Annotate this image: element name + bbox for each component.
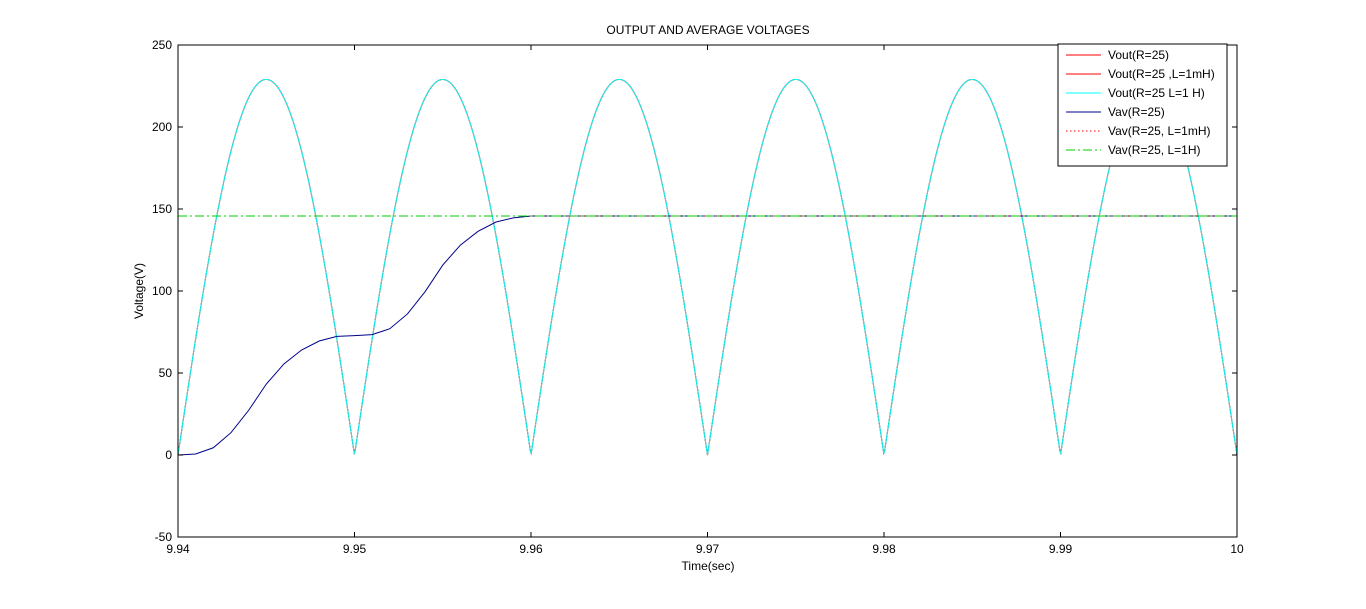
series-layer xyxy=(177,78,1238,456)
x-ticks: 9.94 9.95 9.96 9.97 9.98 9.99 10 xyxy=(166,45,1244,556)
y-tick-label: 150 xyxy=(152,202,172,216)
legend-entry-label: Vout(R=25) xyxy=(1108,48,1169,62)
y-tick-label: 100 xyxy=(152,284,172,298)
legend-entry-label: Vav(R=25, L=1mH) xyxy=(1108,124,1211,138)
y-tick-label: 50 xyxy=(159,366,173,380)
x-axis-label: Time(sec) xyxy=(682,559,735,573)
legend: Vout(R=25) Vout(R=25 ,L=1mH) Vout(R=25 L=1… xyxy=(1057,43,1228,167)
series-line-4 xyxy=(177,215,1237,456)
chart-title: OUTPUT AND AVERAGE VOLTAGES xyxy=(606,23,809,37)
y-ticks: -50 0 50 100 150 200 250 xyxy=(152,38,1237,544)
y-tick-label: 200 xyxy=(152,120,172,134)
x-tick-label: 9.99 xyxy=(1049,542,1073,556)
x-tick-label: 9.96 xyxy=(519,542,543,556)
legend-entry-label: Vout(R=25 L=1 H) xyxy=(1108,86,1205,100)
y-tick-label: 250 xyxy=(152,38,172,52)
legend-entry-label: Vout(R=25 ,L=1mH) xyxy=(1108,67,1215,81)
x-tick-label: 9.94 xyxy=(166,542,190,556)
x-tick-label: 10 xyxy=(1230,542,1244,556)
x-tick-label: 9.97 xyxy=(696,542,720,556)
legend-entry-label: Vav(R=25, L=1H) xyxy=(1108,143,1201,157)
series-line-3 xyxy=(177,78,1238,456)
x-tick-label: 9.98 xyxy=(872,542,896,556)
x-tick-label: 9.95 xyxy=(343,542,367,556)
y-axis-label: Voltage(V) xyxy=(132,263,146,319)
legend-box xyxy=(1057,43,1228,167)
y-tick-label: -50 xyxy=(155,530,173,544)
legend-entry-label: Vav(R=25) xyxy=(1108,105,1165,119)
y-tick-label: 0 xyxy=(165,448,172,462)
